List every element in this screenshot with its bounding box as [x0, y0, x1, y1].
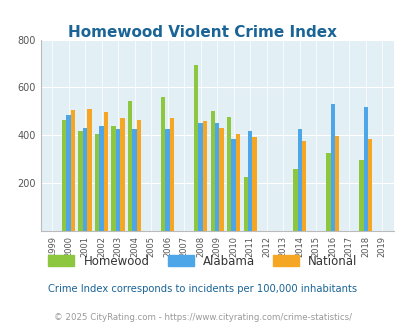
- Text: Homewood Violent Crime Index: Homewood Violent Crime Index: [68, 25, 337, 40]
- Bar: [235, 134, 240, 231]
- Bar: [325, 152, 330, 231]
- Bar: [136, 120, 141, 231]
- Bar: [210, 112, 215, 231]
- Bar: [66, 115, 71, 231]
- Text: © 2025 CityRating.com - https://www.cityrating.com/crime-statistics/: © 2025 CityRating.com - https://www.city…: [54, 313, 351, 322]
- Bar: [231, 139, 235, 231]
- Bar: [99, 126, 104, 231]
- Bar: [358, 160, 362, 231]
- Bar: [202, 121, 207, 231]
- Bar: [334, 136, 339, 231]
- Bar: [78, 131, 83, 231]
- Bar: [87, 109, 92, 231]
- Bar: [161, 97, 165, 231]
- Bar: [247, 131, 252, 231]
- Legend: Homewood, Alabama, National: Homewood, Alabama, National: [44, 250, 361, 273]
- Bar: [215, 123, 219, 231]
- Bar: [165, 129, 170, 231]
- Bar: [301, 141, 306, 231]
- Bar: [104, 112, 108, 231]
- Bar: [62, 120, 66, 231]
- Bar: [297, 129, 301, 231]
- Bar: [170, 117, 174, 231]
- Bar: [120, 118, 125, 231]
- Bar: [292, 169, 297, 231]
- Bar: [116, 129, 120, 231]
- Bar: [252, 138, 256, 231]
- Bar: [243, 177, 247, 231]
- Bar: [219, 128, 223, 231]
- Bar: [95, 134, 99, 231]
- Bar: [71, 110, 75, 231]
- Bar: [198, 123, 202, 231]
- Bar: [194, 65, 198, 231]
- Bar: [83, 128, 87, 231]
- Bar: [226, 116, 231, 231]
- Bar: [330, 104, 334, 231]
- Bar: [367, 139, 371, 231]
- Bar: [111, 126, 116, 231]
- Bar: [362, 107, 367, 231]
- Bar: [128, 101, 132, 231]
- Text: Crime Index corresponds to incidents per 100,000 inhabitants: Crime Index corresponds to incidents per…: [48, 284, 357, 294]
- Bar: [132, 129, 136, 231]
